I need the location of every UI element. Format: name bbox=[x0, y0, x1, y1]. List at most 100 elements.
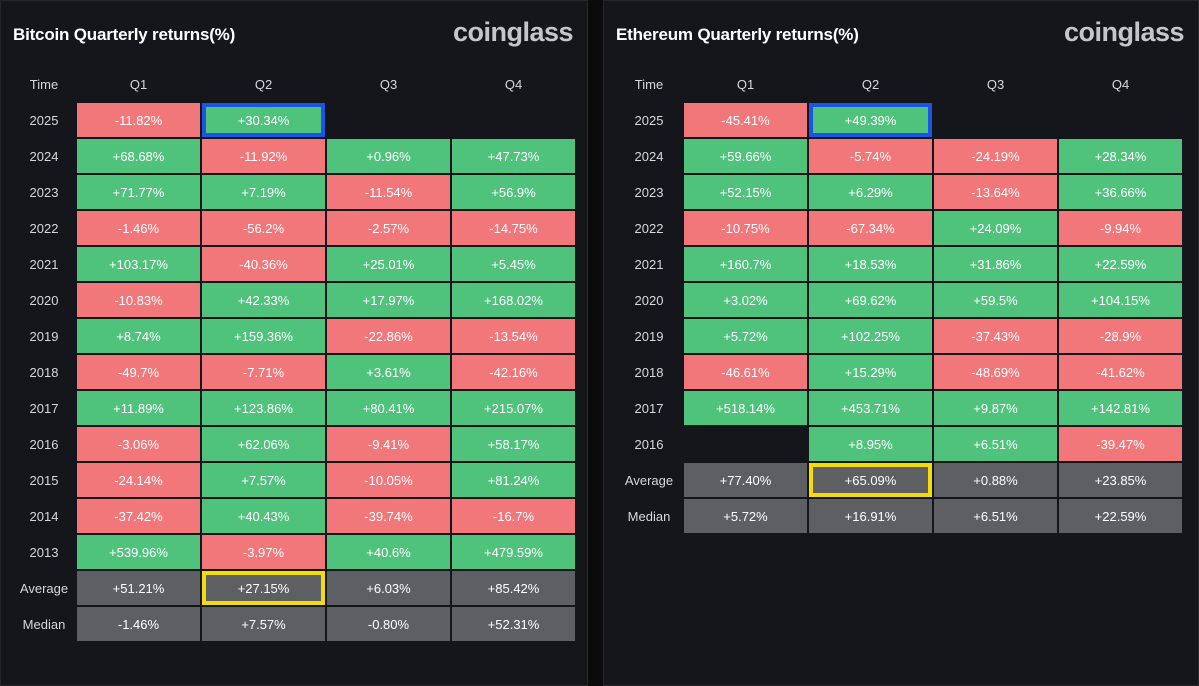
stat-row-median: Median -1.46% +7.57% -0.80% +52.31% bbox=[13, 607, 575, 641]
row-label: 2020 bbox=[634, 292, 664, 308]
stat-cell-q1: +77.40% bbox=[684, 463, 807, 497]
return-cell-q2: +18.53% bbox=[809, 247, 932, 281]
return-cell-q2: -67.34% bbox=[809, 211, 932, 245]
return-cell-q3: +17.97% bbox=[327, 283, 450, 317]
return-cell-q2: -11.92% bbox=[202, 139, 325, 173]
row-label: 2017 bbox=[29, 400, 59, 416]
year-row: 2016 -3.06% +62.06% -9.41% +58.17% bbox=[13, 427, 575, 461]
panel-title: Bitcoin Quarterly returns(%) bbox=[13, 25, 236, 44]
return-cell-q2: -40.36% bbox=[202, 247, 325, 281]
year-row: 2017 +518.14% +453.71% +9.87% +142.81% bbox=[616, 391, 1182, 425]
row-label: 2025 bbox=[634, 112, 664, 128]
row-label: 2018 bbox=[29, 364, 59, 380]
year-row: 2017 +11.89% +123.86% +80.41% +215.07% bbox=[13, 391, 575, 425]
return-cell-q1: +539.96% bbox=[77, 535, 200, 569]
return-cell-q1: -1.46% bbox=[77, 211, 200, 245]
return-cell-q3: -22.86% bbox=[327, 319, 450, 353]
return-cell-q4: +5.45% bbox=[452, 247, 575, 281]
return-cell-q2: +49.39% bbox=[809, 103, 932, 137]
year-row: 2025 -11.82% +30.34% bbox=[13, 103, 575, 137]
return-cell-q3: -39.74% bbox=[327, 499, 450, 533]
year-row: 2021 +160.7% +18.53% +31.86% +22.59% bbox=[616, 247, 1182, 281]
return-cell-q2: +30.34% bbox=[202, 103, 325, 137]
row-label: 2016 bbox=[634, 436, 664, 452]
return-cell-q1: -37.42% bbox=[77, 499, 200, 533]
return-cell-q1: +518.14% bbox=[684, 391, 807, 425]
return-cell-q1: -49.7% bbox=[77, 355, 200, 389]
column-header-q2: Q2 bbox=[254, 76, 273, 92]
return-cell-q4: -9.94% bbox=[1059, 211, 1182, 245]
year-row: 2023 +52.15% +6.29% -13.64% +36.66% bbox=[616, 175, 1182, 209]
return-cell-q3: -37.43% bbox=[934, 319, 1057, 353]
return-cell-q4: +56.9% bbox=[452, 175, 575, 209]
stat-cell-q4: +23.85% bbox=[1059, 463, 1182, 497]
header-row: Time Q1 Q2 Q3 Q4 bbox=[13, 67, 575, 101]
return-cell-q1: +71.77% bbox=[77, 175, 200, 209]
column-header-q2: Q2 bbox=[861, 76, 880, 92]
row-label: 2016 bbox=[29, 436, 59, 452]
return-cell-q4: -41.62% bbox=[1059, 355, 1182, 389]
return-cell-q2: +42.33% bbox=[202, 283, 325, 317]
column-header-q1: Q1 bbox=[736, 76, 755, 92]
row-label: 2022 bbox=[29, 220, 59, 236]
stat-cell-q3: +6.51% bbox=[934, 499, 1057, 533]
return-cell-q1: -45.41% bbox=[684, 103, 807, 137]
year-row: 2019 +5.72% +102.25% -37.43% -28.9% bbox=[616, 319, 1182, 353]
return-cell-q1: -46.61% bbox=[684, 355, 807, 389]
year-row: 2021 +103.17% -40.36% +25.01% +5.45% bbox=[13, 247, 575, 281]
stat-cell-q2: +27.15% bbox=[202, 571, 325, 605]
return-cell-q2: +7.19% bbox=[202, 175, 325, 209]
return-cell-q3: -10.05% bbox=[327, 463, 450, 497]
return-cell-q1 bbox=[684, 427, 807, 461]
return-cell-q4: +81.24% bbox=[452, 463, 575, 497]
year-row: 2018 -46.61% +15.29% -48.69% -41.62% bbox=[616, 355, 1182, 389]
stat-cell-q1: +51.21% bbox=[77, 571, 200, 605]
row-label: 2015 bbox=[29, 472, 59, 488]
year-row: 2024 +68.68% -11.92% +0.96% +47.73% bbox=[13, 139, 575, 173]
return-cell-q2: -56.2% bbox=[202, 211, 325, 245]
return-cell-q1: -24.14% bbox=[77, 463, 200, 497]
return-cell-q4: +28.34% bbox=[1059, 139, 1182, 173]
return-cell-q3: +25.01% bbox=[327, 247, 450, 281]
brand-logo: coinglass bbox=[452, 17, 574, 47]
column-header-q1: Q1 bbox=[129, 76, 148, 92]
return-cell-q1: +103.17% bbox=[77, 247, 200, 281]
year-row: 2014 -37.42% +40.43% -39.74% -16.7% bbox=[13, 499, 575, 533]
column-header-q4: Q4 bbox=[1111, 76, 1130, 92]
header-row: Time Q1 Q2 Q3 Q4 bbox=[616, 67, 1182, 101]
return-cell-q4: +22.59% bbox=[1059, 247, 1182, 281]
year-row: 2013 +539.96% -3.97% +40.6% +479.59% bbox=[13, 535, 575, 569]
return-cell-q4: +47.73% bbox=[452, 139, 575, 173]
return-cell-q2: +102.25% bbox=[809, 319, 932, 353]
bitcoin-panel: Bitcoin Quarterly returns(%) coinglass T… bbox=[0, 0, 588, 686]
stat-row-average: Average +51.21% +27.15% +6.03% +85.42% bbox=[13, 571, 575, 605]
year-row: 2019 +8.74% +159.36% -22.86% -13.54% bbox=[13, 319, 575, 353]
year-row: 2023 +71.77% +7.19% -11.54% +56.9% bbox=[13, 175, 575, 209]
return-cell-q1: +160.7% bbox=[684, 247, 807, 281]
return-cell-q4: +58.17% bbox=[452, 427, 575, 461]
row-label: 2020 bbox=[29, 292, 59, 308]
return-cell-q3: -13.64% bbox=[934, 175, 1057, 209]
row-label: 2021 bbox=[29, 256, 59, 272]
return-cell-q3: +59.5% bbox=[934, 283, 1057, 317]
row-label: 2025 bbox=[29, 112, 59, 128]
return-cell-q2: +6.29% bbox=[809, 175, 932, 209]
return-cell-q4: -39.47% bbox=[1059, 427, 1182, 461]
return-cell-q2: -5.74% bbox=[809, 139, 932, 173]
row-label: 2024 bbox=[634, 148, 664, 164]
stat-cell-q2: +16.91% bbox=[809, 499, 932, 533]
return-cell-q4: +168.02% bbox=[452, 283, 575, 317]
return-cell-q1: +5.72% bbox=[684, 319, 807, 353]
return-cell-q3: +31.86% bbox=[934, 247, 1057, 281]
column-header-q3: Q3 bbox=[986, 76, 1005, 92]
column-header-time: Time bbox=[634, 76, 664, 92]
return-cell-q4: -42.16% bbox=[452, 355, 575, 389]
return-cell-q2: +15.29% bbox=[809, 355, 932, 389]
return-cell-q3: -24.19% bbox=[934, 139, 1057, 173]
return-cell-q3: +9.87% bbox=[934, 391, 1057, 425]
return-cell-q1: +11.89% bbox=[77, 391, 200, 425]
row-label: 2014 bbox=[29, 508, 59, 524]
stat-cell-q1: -1.46% bbox=[77, 607, 200, 641]
return-cell-q3: -2.57% bbox=[327, 211, 450, 245]
